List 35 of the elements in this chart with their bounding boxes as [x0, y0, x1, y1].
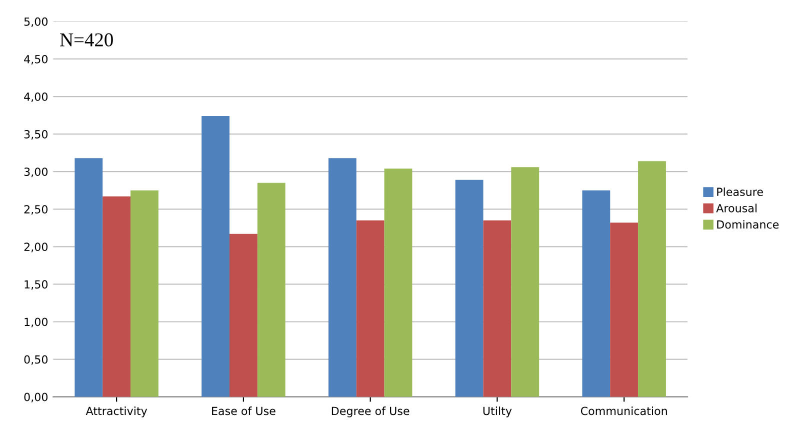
bar: [384, 168, 412, 397]
y-tick-label: 2,00: [24, 242, 48, 252]
x-tick-label: Communication: [580, 406, 667, 416]
bar: [74, 158, 103, 397]
legend-label: Arousal: [716, 204, 756, 212]
bar: [102, 196, 131, 397]
y-tick-label: 5,00: [24, 17, 48, 27]
y-tick-label: 2,50: [24, 205, 48, 215]
y-tick-label: 4,50: [24, 54, 48, 64]
x-tick-label: Utilty: [483, 406, 512, 418]
legend-label: Pleasure: [717, 187, 763, 196]
y-tick-label: 1,00: [24, 318, 48, 328]
x-tick-label: Degree of Use: [332, 406, 410, 418]
bar: [130, 190, 158, 397]
bar: [202, 116, 230, 397]
bar: [257, 182, 286, 397]
x-tick-label: Attractivity: [86, 406, 148, 418]
bar: [638, 161, 666, 397]
bar: [610, 222, 638, 397]
bar: [455, 180, 484, 397]
y-tick-label: 3,50: [24, 130, 48, 140]
bar: [356, 220, 384, 397]
y-tick-label: 0,00: [24, 392, 48, 402]
y-tick-label: 4,00: [24, 92, 48, 102]
bar: [483, 220, 512, 397]
y-tick-label: 1,50: [24, 280, 48, 290]
bar: [511, 167, 540, 397]
x-tick-label: Ease of Use: [212, 406, 276, 416]
bar: [229, 234, 258, 397]
y-tick-label: 0,50: [24, 355, 48, 365]
annotation: N=420: [60, 33, 113, 46]
bar: [582, 190, 610, 397]
bar: [328, 158, 356, 397]
legend-label: Dominance: [717, 220, 779, 229]
y-tick-label: 3,00: [24, 168, 48, 178]
